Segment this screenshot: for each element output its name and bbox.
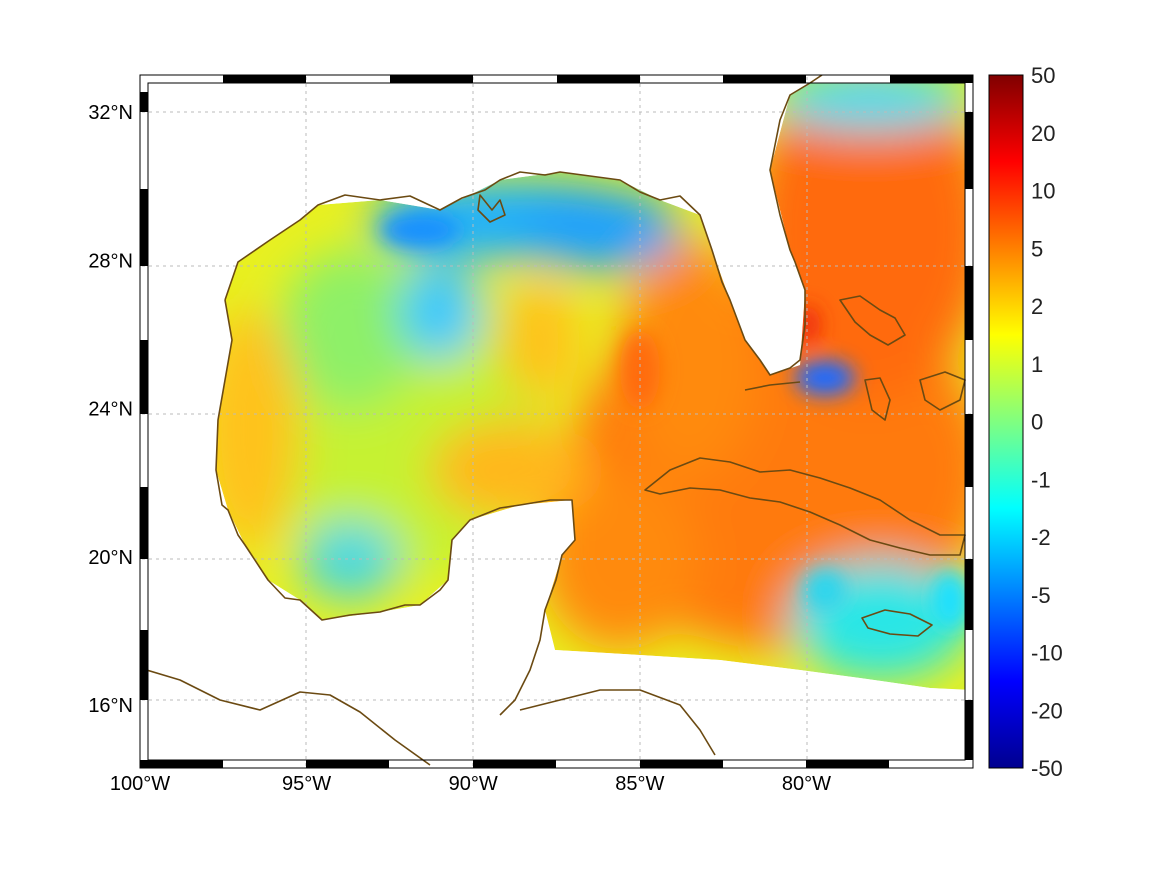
mississippi-delta — [477, 194, 506, 223]
keys-outline — [744, 381, 801, 391]
colorbar-tick-label: 0 — [1031, 410, 1043, 435]
land-masses — [140, 75, 973, 768]
colorbar-tick-label: -10 — [1031, 641, 1063, 666]
colorbar-tick-label: -50 — [1031, 756, 1063, 781]
jamaica-outline — [861, 609, 933, 637]
y-tick-label: 16°N — [88, 695, 133, 717]
gulf-coast-west — [215, 299, 576, 716]
x-tick-label: 100°W — [110, 773, 170, 795]
map-frame — [139, 74, 974, 769]
x-tick-labels: 100°W 95°W 90°W 85°W 80°W — [110, 773, 831, 795]
data-field — [216, 83, 965, 690]
x-tick-label: 85°W — [615, 773, 664, 795]
colorbar-tick-label: -1 — [1031, 467, 1051, 492]
colorbar-tick-label: -2 — [1031, 525, 1051, 550]
colorbar-tick-label: -20 — [1031, 698, 1063, 723]
colorbar-tick-label: 10 — [1031, 179, 1055, 204]
coastlines — [140, 75, 966, 766]
y-tick-labels: 32°N 28°N 24°N 20°N 16°N — [88, 102, 133, 717]
x-tick-label: 95°W — [282, 773, 331, 795]
y-tick-label: 20°N — [88, 547, 133, 569]
colorbar-ramp — [988, 74, 1024, 769]
colorbar-tick-label: 2 — [1031, 294, 1043, 319]
colorbar-tick-label: 1 — [1031, 352, 1043, 377]
colorbar-tick-label: -5 — [1031, 583, 1051, 608]
bahamas-outline — [839, 295, 906, 346]
honduras-coast — [519, 689, 716, 756]
x-tick-label: 90°W — [449, 773, 498, 795]
y-tick-label: 32°N — [88, 102, 133, 124]
gulf-coast-north — [224, 75, 823, 376]
y-tick-label: 28°N — [88, 250, 133, 272]
colorbar-tick-label: 20 — [1031, 121, 1055, 146]
map-grid — [142, 77, 971, 766]
andros-outline — [864, 377, 891, 421]
x-tick-label: 80°W — [782, 773, 831, 795]
central-america-coast — [140, 667, 431, 766]
hispaniola-outline — [919, 371, 966, 411]
colorbar-tick-label: 5 — [1031, 236, 1043, 261]
colorbar-tick-label: 50 — [1031, 63, 1055, 88]
y-tick-label: 24°N — [88, 399, 133, 421]
cuba-outline — [644, 457, 966, 556]
